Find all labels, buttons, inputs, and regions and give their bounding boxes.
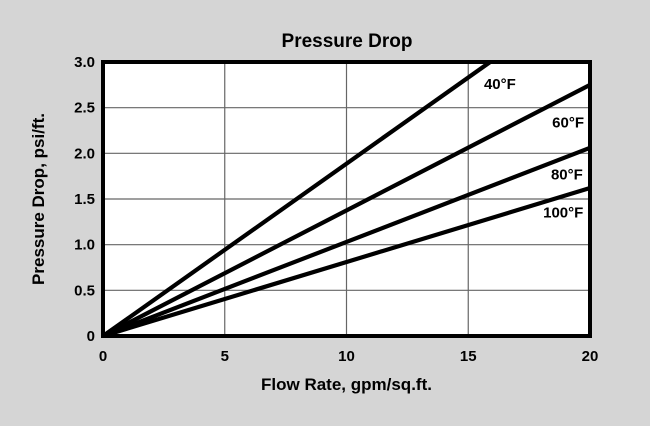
x-tick-label: 5 <box>221 348 229 365</box>
y-tick-label: 0.5 <box>74 282 95 299</box>
series-label-60f: 60°F <box>552 114 584 131</box>
series-line-100f <box>102 186 591 339</box>
series-label-40f: 40°F <box>484 76 516 93</box>
y-tick-label: 0 <box>87 328 95 345</box>
x-axis-title: Flow Rate, gpm/sq.ft. <box>261 375 432 394</box>
chart-title: Pressure Drop <box>282 31 413 52</box>
x-tick-label: 15 <box>460 348 477 365</box>
plot-render-layer: 0 5 10 15 20 0 0.5 1.0 1.5 2.0 2.5 3.0 40°F 60°F 80°F 1… <box>74 54 598 365</box>
y-tick-label: 1.5 <box>74 191 95 208</box>
series-label-100f: 100°F <box>543 205 583 222</box>
series-line-60f <box>102 82 591 338</box>
y-axis-title: Pressure Drop, psi/ft. <box>29 113 48 285</box>
x-tick-label: 10 <box>338 348 355 365</box>
y-tick-label: 2.5 <box>74 100 95 117</box>
series-label-80f: 80°F <box>551 166 583 183</box>
x-tick-label: 20 <box>582 348 599 365</box>
y-tick-label: 2.0 <box>74 145 95 162</box>
plot-border <box>101 60 592 338</box>
y-tick-label: 1.0 <box>74 237 95 254</box>
series-line-40f <box>101 60 492 338</box>
x-tick-label: 0 <box>99 348 107 365</box>
series-line-80f <box>102 145 591 338</box>
y-tick-label: 3.0 <box>74 54 95 71</box>
